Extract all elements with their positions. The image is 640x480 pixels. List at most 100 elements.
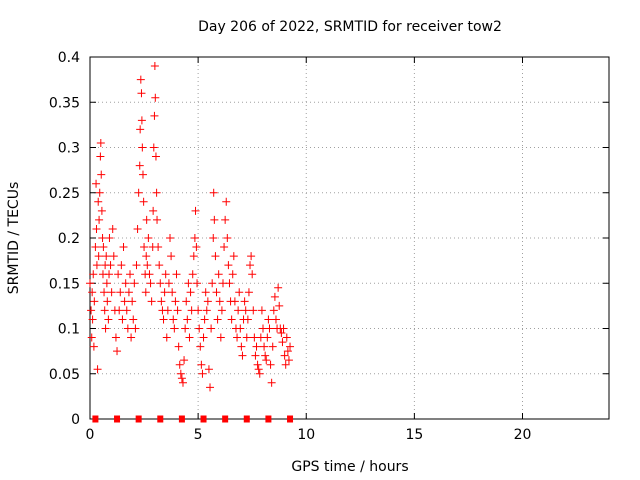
data-point xyxy=(280,351,289,360)
data-point xyxy=(128,297,137,306)
data-point xyxy=(171,297,180,306)
data-point xyxy=(209,188,218,197)
data-point xyxy=(173,306,182,315)
data-point xyxy=(160,288,169,297)
data-point xyxy=(134,188,143,197)
data-point xyxy=(93,365,102,374)
data-point xyxy=(216,333,225,342)
data-point xyxy=(140,243,149,252)
data-point xyxy=(223,234,232,242)
data-point xyxy=(135,161,144,170)
data-point xyxy=(121,279,130,288)
data-point xyxy=(240,297,249,306)
data-point xyxy=(89,270,98,279)
data-point xyxy=(234,306,243,315)
data-point xyxy=(233,333,242,342)
data-point xyxy=(161,270,170,279)
data-point xyxy=(129,315,138,324)
data-point xyxy=(266,360,275,369)
data-point xyxy=(257,306,266,315)
data-point xyxy=(192,243,201,252)
data-point xyxy=(269,306,278,315)
data-point xyxy=(114,270,123,279)
y-tick-label: 0 xyxy=(71,412,80,428)
baseline-marker xyxy=(287,415,294,423)
data-point xyxy=(242,333,251,342)
baseline-marker xyxy=(265,415,272,423)
data-point xyxy=(155,261,164,270)
data-point xyxy=(267,378,276,387)
data-point xyxy=(163,306,172,315)
data-point xyxy=(243,315,252,324)
data-point xyxy=(238,351,247,360)
data-point xyxy=(196,342,205,351)
data-point xyxy=(149,206,158,215)
data-point xyxy=(96,152,105,161)
data-point xyxy=(175,360,184,369)
data-point xyxy=(101,324,110,333)
data-point xyxy=(170,324,179,333)
data-point xyxy=(198,369,207,378)
x-tick-label: 15 xyxy=(405,427,423,443)
data-point xyxy=(247,252,256,261)
data-point xyxy=(130,279,139,288)
chart-title: Day 206 of 2022, SRMTID for receiver tow… xyxy=(198,19,502,35)
data-point xyxy=(116,288,125,297)
y-tick-label: 0.4 xyxy=(58,50,80,66)
data-point xyxy=(151,152,160,161)
data-point xyxy=(184,279,193,288)
data-point xyxy=(217,306,226,315)
data-point xyxy=(177,374,186,383)
data-point xyxy=(229,252,238,261)
data-point xyxy=(246,261,255,270)
data-point xyxy=(105,270,114,279)
data-point xyxy=(214,270,223,279)
data-point xyxy=(193,279,202,288)
data-point xyxy=(113,347,122,356)
baseline-marker xyxy=(157,415,164,423)
data-point xyxy=(277,329,286,338)
data-point xyxy=(159,315,168,324)
data-point xyxy=(111,333,120,342)
data-point xyxy=(194,306,203,315)
data-point xyxy=(102,279,111,288)
data-point xyxy=(180,356,189,365)
data-point xyxy=(254,365,263,374)
data-point xyxy=(97,206,106,215)
data-point xyxy=(169,315,178,324)
data-point xyxy=(124,288,133,297)
data-point xyxy=(220,243,229,252)
data-point xyxy=(144,234,153,242)
data-point xyxy=(146,279,155,288)
data-point xyxy=(92,179,101,188)
data-point xyxy=(279,324,288,333)
data-point xyxy=(118,315,127,324)
x-tick-label: 20 xyxy=(514,427,532,443)
data-point xyxy=(182,297,191,306)
data-point xyxy=(211,252,220,261)
data-point xyxy=(263,333,272,342)
data-point xyxy=(89,342,98,351)
data-point xyxy=(264,315,273,324)
x-axis: 0 5 10 15 20 xyxy=(86,57,532,443)
data-point xyxy=(123,324,132,333)
data-point xyxy=(281,360,290,369)
data-point xyxy=(97,170,106,179)
data-point xyxy=(183,315,192,324)
data-point xyxy=(260,342,269,351)
data-point xyxy=(153,215,162,224)
y-tick-label: 0.1 xyxy=(58,322,80,338)
data-point xyxy=(268,342,277,351)
data-point xyxy=(284,356,293,365)
data-point xyxy=(271,315,280,324)
data-point xyxy=(95,215,104,224)
data-point xyxy=(227,315,236,324)
data-point xyxy=(136,125,145,134)
data-point xyxy=(88,315,97,324)
data-point xyxy=(87,306,96,315)
data-point xyxy=(244,288,253,297)
data-point xyxy=(102,252,111,261)
data-point xyxy=(208,279,217,288)
baseline-marker xyxy=(243,415,250,423)
